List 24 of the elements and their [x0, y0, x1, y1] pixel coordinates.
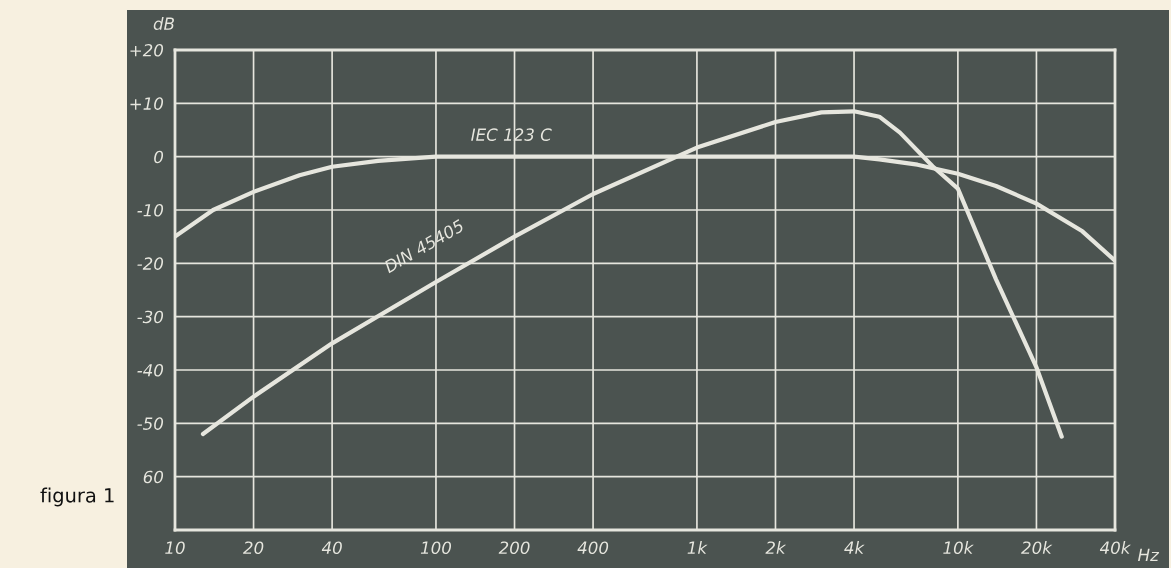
x-tick-label: 10 [165, 541, 185, 555]
y-tick-label: 0 [154, 150, 164, 164]
x-tick-label: 10k [943, 541, 974, 555]
y-tick-label: -20 [137, 257, 164, 270]
y-tick-label: -50 [137, 417, 164, 430]
y-tick-label: 60 [143, 470, 164, 484]
y-tick-label: -40 [137, 363, 164, 377]
x-tick-label: 40k [1099, 541, 1131, 555]
text: figura 1 [40, 487, 114, 507]
y-tick-label: +20 [130, 43, 164, 57]
x-axis-title: Hz [1138, 548, 1160, 561]
y-tick-label: -30 [137, 310, 164, 324]
y-tick-label: +10 [130, 97, 164, 110]
y-axis-title: dB [153, 17, 174, 30]
x-tick-label: 2k [765, 541, 787, 554]
x-tick-label: 200 [498, 541, 530, 555]
x-tick-label: 100 [420, 541, 452, 555]
y-tick-label: -10 [137, 203, 164, 217]
x-tick-label: 20k [1021, 541, 1053, 555]
x-tick-label: 400 [577, 541, 609, 555]
x-tick-label: 4k [844, 541, 865, 554]
x-tick-label: 40 [321, 541, 342, 555]
x-tick-label: 20 [243, 541, 264, 555]
x-tick-label: 1k [687, 541, 708, 554]
